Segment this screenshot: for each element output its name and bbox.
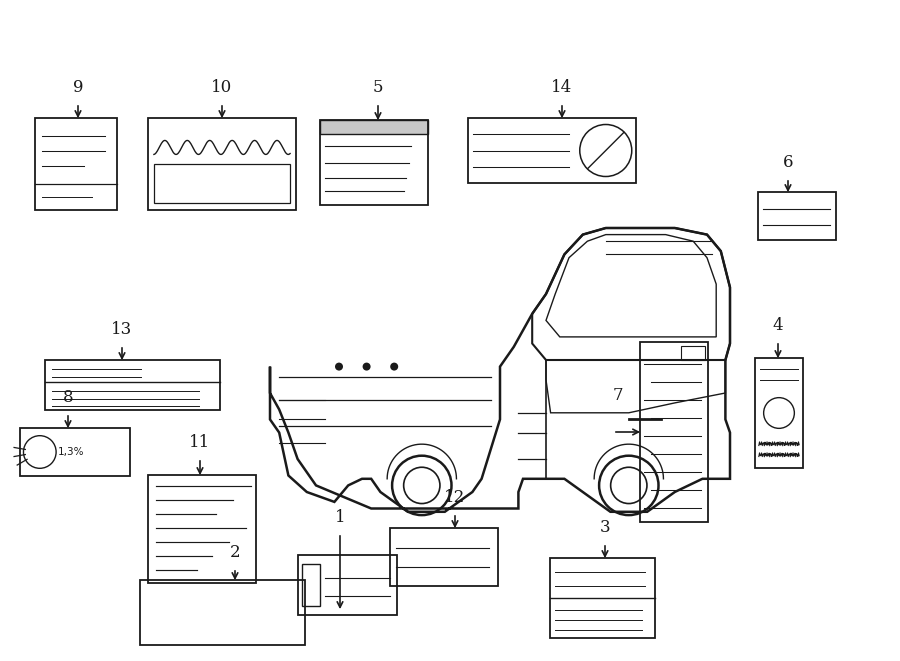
Text: 3: 3 bbox=[599, 519, 610, 536]
Bar bbox=[468, 118, 636, 183]
Text: 9: 9 bbox=[73, 79, 83, 96]
Bar bbox=[45, 360, 220, 410]
Bar bbox=[390, 528, 498, 586]
Bar bbox=[320, 120, 428, 134]
Circle shape bbox=[403, 467, 440, 504]
Text: 1,3%: 1,3% bbox=[58, 447, 85, 457]
Text: 2: 2 bbox=[230, 544, 240, 561]
Text: 6: 6 bbox=[783, 154, 793, 171]
Circle shape bbox=[610, 467, 647, 504]
Text: 4: 4 bbox=[773, 317, 783, 334]
Bar bbox=[140, 580, 305, 645]
Bar bbox=[758, 192, 836, 240]
Text: 14: 14 bbox=[552, 79, 572, 96]
Bar bbox=[148, 475, 256, 583]
Text: 5: 5 bbox=[373, 79, 383, 96]
Circle shape bbox=[335, 363, 343, 371]
Text: 11: 11 bbox=[189, 434, 211, 451]
Bar bbox=[640, 342, 708, 522]
Circle shape bbox=[391, 363, 398, 371]
Bar bbox=[680, 346, 705, 360]
Bar bbox=[302, 564, 320, 606]
Bar bbox=[148, 118, 296, 210]
Bar bbox=[298, 555, 397, 615]
Circle shape bbox=[363, 363, 371, 371]
Bar bbox=[320, 120, 428, 205]
Text: 13: 13 bbox=[112, 321, 132, 338]
Text: 1: 1 bbox=[335, 509, 346, 526]
Text: 10: 10 bbox=[212, 79, 232, 96]
Bar bbox=[550, 558, 655, 638]
Bar bbox=[35, 118, 117, 210]
Text: 7: 7 bbox=[613, 387, 624, 404]
Bar bbox=[755, 358, 803, 468]
Bar bbox=[154, 164, 290, 203]
Text: 12: 12 bbox=[445, 489, 465, 506]
Text: 8: 8 bbox=[63, 389, 73, 406]
Bar bbox=[20, 428, 130, 476]
